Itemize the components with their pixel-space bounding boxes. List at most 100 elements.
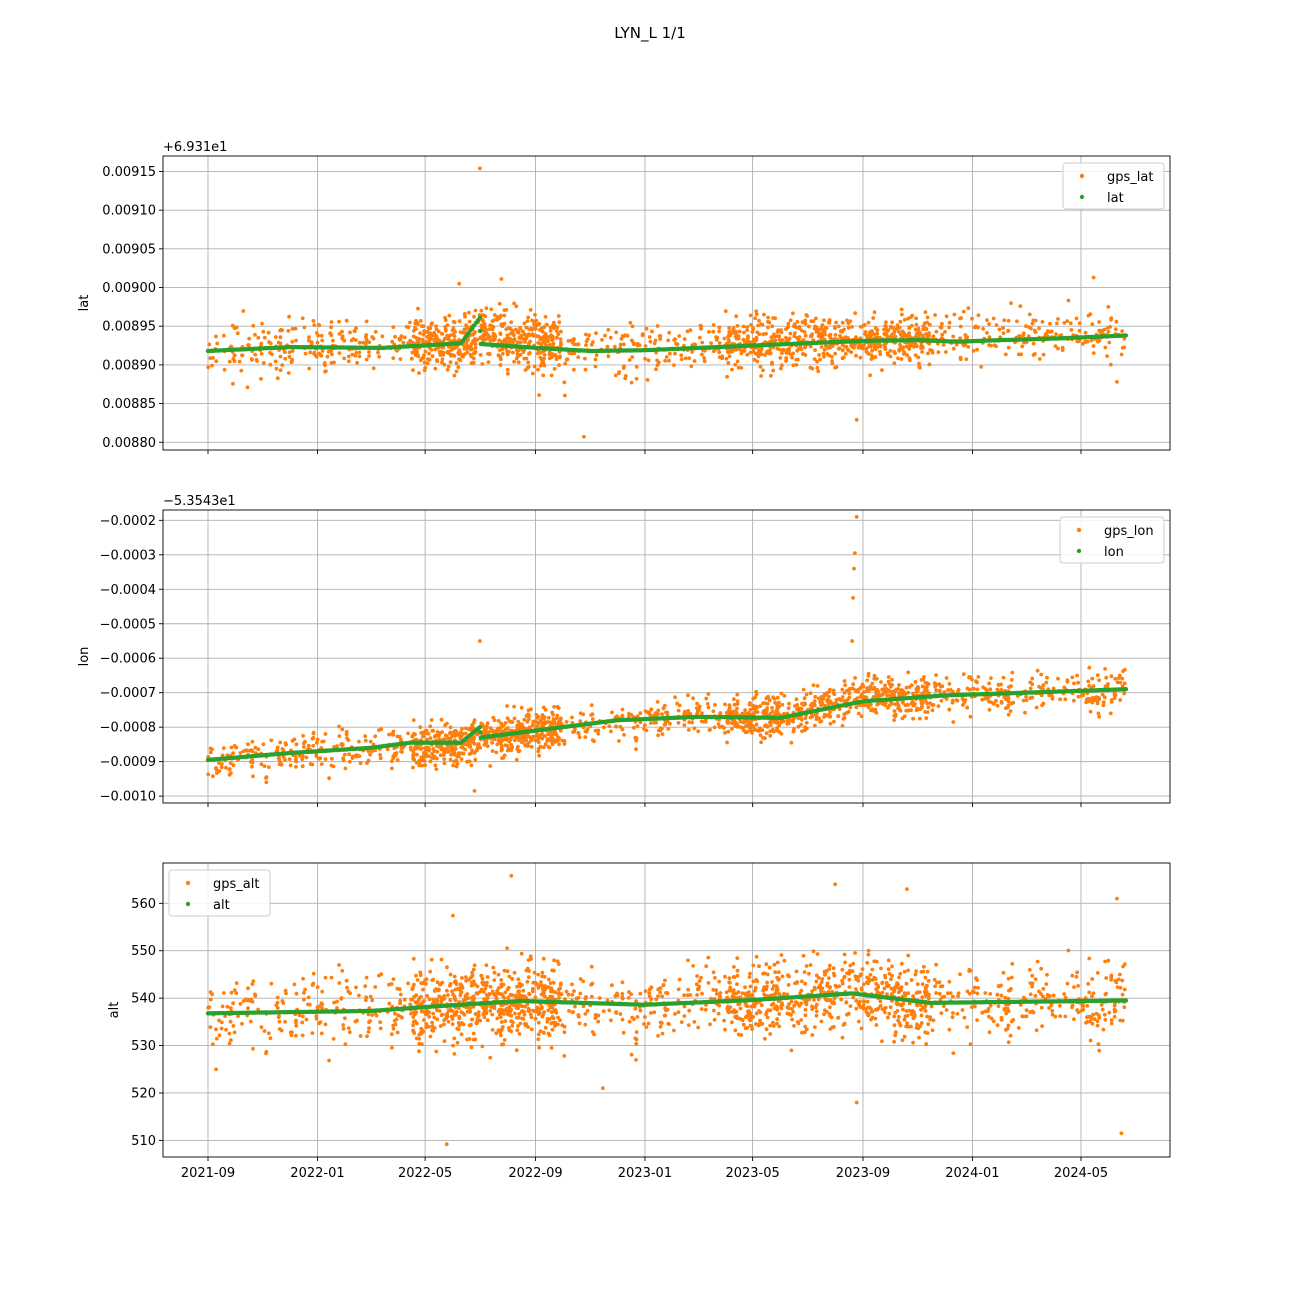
data-point	[944, 350, 948, 354]
data-point	[839, 335, 843, 340]
data-point	[630, 338, 634, 343]
data-point	[489, 307, 494, 312]
subplot-lon: −0.0010−0.0009−0.0008−0.0007−0.0006−0.00…	[77, 494, 1171, 807]
data-point	[753, 695, 758, 700]
data-point	[290, 339, 295, 344]
data-point	[782, 711, 786, 716]
data-point	[1085, 339, 1090, 344]
legend-label: lon	[1104, 545, 1124, 560]
data-point	[1039, 672, 1044, 677]
data-point	[933, 313, 937, 317]
data-point	[686, 709, 691, 713]
data-point	[717, 325, 722, 330]
data-point	[512, 716, 517, 721]
data-point	[259, 762, 264, 767]
data-point	[542, 337, 547, 341]
data-point	[1090, 676, 1095, 681]
data-point	[478, 328, 483, 334]
data-point	[878, 344, 883, 348]
data-point	[490, 749, 495, 753]
data-point	[675, 701, 679, 706]
data-point	[400, 750, 404, 754]
data-point	[683, 356, 688, 361]
data-point	[443, 315, 447, 320]
data-point	[995, 703, 1000, 708]
data-point	[259, 341, 264, 346]
data-point	[446, 1019, 451, 1024]
data-point	[628, 320, 633, 325]
data-point	[658, 334, 663, 338]
data-point	[206, 772, 211, 777]
data-point	[413, 325, 417, 330]
data-point	[759, 374, 763, 378]
data-point	[572, 367, 576, 372]
data-point	[337, 332, 342, 336]
data-point	[1065, 319, 1070, 323]
data-point	[981, 685, 985, 690]
data-point	[764, 331, 768, 336]
data-point	[910, 313, 915, 318]
data-point	[617, 371, 621, 376]
data-point	[864, 695, 869, 700]
data-point	[283, 356, 288, 361]
data-point	[653, 711, 658, 716]
data-point	[491, 730, 496, 735]
data-point	[1024, 1008, 1029, 1013]
data-point	[880, 1039, 884, 1044]
data-point	[899, 357, 904, 361]
data-point	[758, 364, 763, 369]
data-point	[751, 327, 755, 331]
data-point	[557, 320, 562, 325]
data-point	[727, 354, 732, 359]
data-point	[644, 326, 649, 331]
data-point	[319, 333, 324, 338]
subplot-alt: 2021-09 2022-01 2022-05 2022-09 2023-01 2023-…	[107, 862, 1171, 1181]
data-point	[927, 331, 931, 335]
data-point	[914, 322, 919, 327]
series-lon	[205, 687, 1129, 763]
data-point	[1006, 712, 1011, 717]
data-point	[697, 335, 702, 340]
data-point	[445, 746, 450, 751]
data-point	[968, 714, 973, 719]
data-point	[913, 342, 918, 346]
data-point	[717, 355, 722, 360]
data-point	[789, 352, 793, 357]
data-point	[358, 761, 363, 766]
data-point	[463, 314, 467, 319]
data-point	[1070, 675, 1075, 680]
data-point	[251, 774, 255, 779]
data-point	[1120, 345, 1125, 350]
data-point	[523, 340, 527, 344]
data-point	[717, 341, 722, 345]
data-point	[497, 338, 502, 343]
data-point	[457, 338, 462, 342]
data-point	[522, 321, 527, 326]
data-point	[354, 338, 358, 342]
data-point	[1045, 329, 1050, 334]
data-point	[563, 393, 567, 398]
data-point	[674, 341, 678, 346]
data-point	[890, 701, 894, 706]
data-point	[717, 979, 721, 984]
data-point	[576, 995, 581, 1000]
data-point	[427, 335, 432, 340]
data-point	[482, 329, 487, 334]
data-point	[490, 324, 494, 328]
data-point	[432, 330, 437, 335]
data-point	[470, 723, 474, 727]
data-point	[711, 323, 716, 327]
legend-box	[1062, 162, 1165, 210]
data-point	[330, 756, 334, 761]
data-point	[516, 719, 521, 724]
data-point	[621, 366, 626, 370]
data-point	[454, 369, 459, 374]
data-point	[230, 323, 235, 328]
data-point	[512, 704, 516, 709]
data-point	[732, 702, 737, 707]
data-point	[557, 736, 561, 741]
data-point	[482, 730, 486, 735]
data-point	[654, 720, 658, 725]
data-point	[247, 748, 252, 753]
data-point	[799, 328, 804, 333]
